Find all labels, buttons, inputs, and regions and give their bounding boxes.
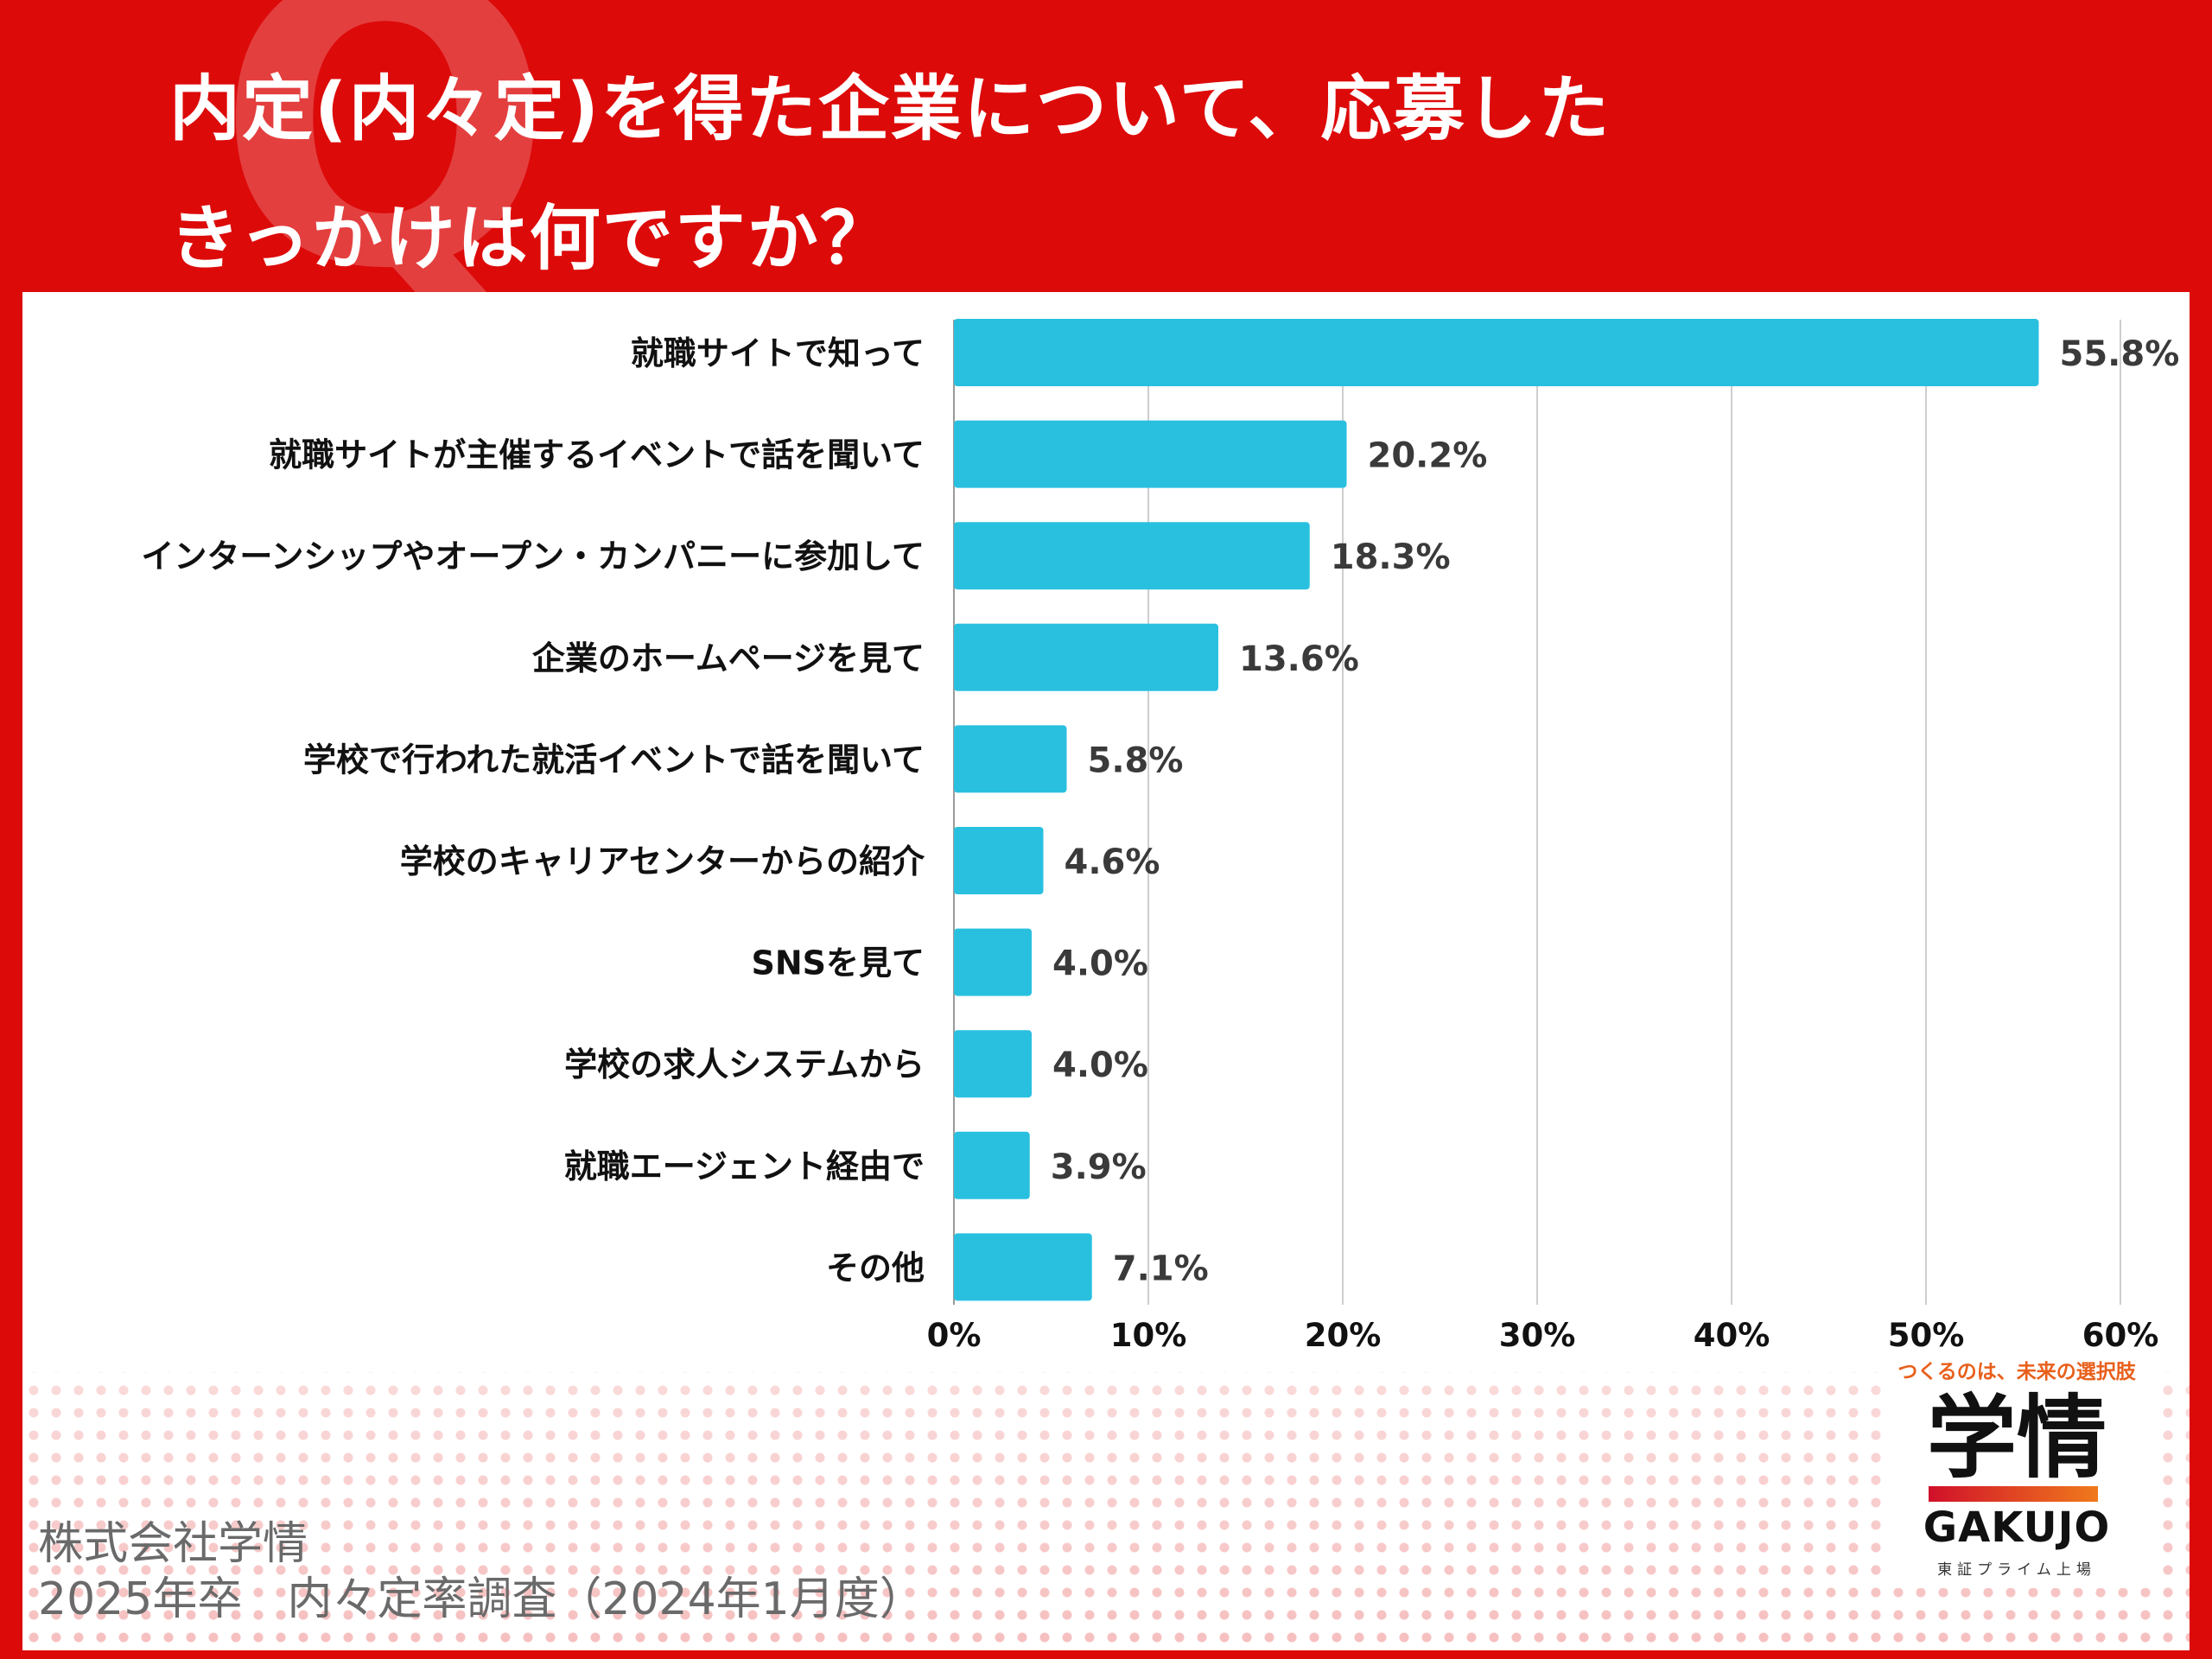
value-label: 4.0% <box>1052 944 1148 984</box>
category-label: インターンシップやオープン・カンパニーに参加して <box>141 537 925 575</box>
x-tick-label: 50% <box>1888 1317 1965 1354</box>
value-label: 18.3% <box>1331 537 1451 577</box>
gakujo-logo: つくるのは、未来の選択肢 学情 GAKUJO 東証プライム上場 <box>1882 1355 2152 1588</box>
logo-tagline: つくるのは、未来の選択肢 <box>1897 1361 2136 1383</box>
header-background <box>0 0 2212 292</box>
left-border <box>0 0 22 1659</box>
value-label: 4.0% <box>1052 1046 1148 1085</box>
title-line-1: 内定(内々定)を得た企業について、応募した <box>169 68 1611 150</box>
value-label: 13.6% <box>1239 639 1359 679</box>
x-tick-label: 0% <box>927 1317 982 1354</box>
category-label: その他 <box>826 1249 925 1287</box>
x-tick-label: 20% <box>1305 1317 1382 1354</box>
category-label: 就職サイトで知って <box>631 334 925 372</box>
source-survey: 2025年卒 内々定率調査（2024年1月度） <box>38 1573 925 1625</box>
bar <box>954 319 2039 386</box>
bar <box>954 725 1067 793</box>
bar <box>954 1030 1032 1098</box>
x-tick-label: 60% <box>2082 1317 2159 1354</box>
logo-listing: 東証プライム上場 <box>1937 1561 2096 1579</box>
value-label: 20.2% <box>1368 436 1488 476</box>
value-label: 4.6% <box>1065 842 1160 882</box>
bar <box>954 1131 1030 1199</box>
category-label: 企業のホームページを見て <box>532 639 925 677</box>
category-label: 学校で行われた就活イベントで話を聞いて <box>303 741 925 779</box>
value-label: 7.1% <box>1113 1249 1209 1288</box>
category-label: 就職サイトが主催するイベントで話を聞いて <box>269 436 925 474</box>
bar <box>954 928 1032 996</box>
title-line-2: きっかけは何ですか？ <box>169 198 893 280</box>
category-label: 就職エージェント経由で <box>564 1147 925 1185</box>
category-label: SNSを見て <box>751 944 925 982</box>
value-label: 5.8% <box>1088 741 1184 780</box>
x-tick-label: 30% <box>1499 1317 1576 1354</box>
logo-gradient-bar <box>1929 1486 2098 1502</box>
source-note: 株式会社学情 2025年卒 内々定率調査（2024年1月度） <box>38 1516 925 1627</box>
bottom-border <box>0 1650 2212 1659</box>
value-label: 3.9% <box>1051 1147 1147 1187</box>
category-label: 学校のキャリアセンターからの紹介 <box>400 842 925 880</box>
value-label: 55.8% <box>2060 334 2180 374</box>
bar <box>954 420 1347 488</box>
logo-name: GAKUJO <box>1923 1503 2111 1552</box>
category-label: 学校の求人システムから <box>564 1046 925 1084</box>
right-border <box>2190 0 2212 1659</box>
logo-mark: 学情 <box>1926 1385 2107 1491</box>
source-company: 株式会社学情 <box>38 1518 308 1570</box>
bar <box>954 827 1044 894</box>
page-title: 内定(内々定)を得た企業について、応募した きっかけは何ですか？ <box>169 45 2070 304</box>
bar <box>954 522 1310 590</box>
bar <box>954 1233 1092 1301</box>
x-tick-label: 40% <box>1694 1317 1770 1354</box>
x-tick-label: 10% <box>1110 1317 1187 1354</box>
bar <box>954 623 1218 691</box>
bar-chart: 0% 10% 20% 30% 40% 50% 60% 就職サイトで知って 55.8% 就職サイトが… <box>22 292 2190 1372</box>
